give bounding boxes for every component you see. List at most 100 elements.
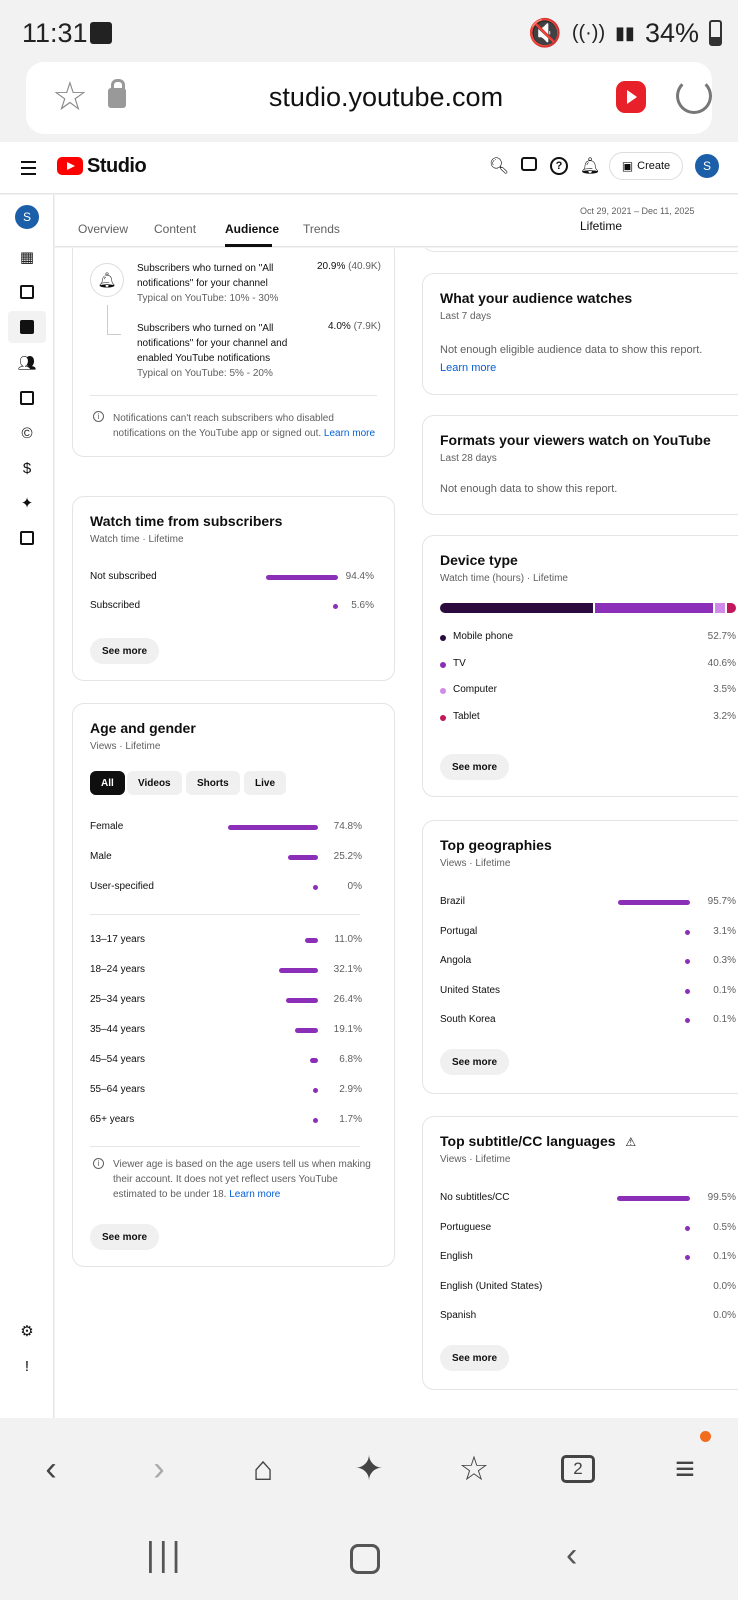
status-time: 11:31 (22, 18, 88, 48)
device-row-value: 52.7% (707, 631, 736, 642)
chip-all[interactable]: All (90, 771, 125, 795)
geography-row: Portugal 3.1% (440, 926, 736, 940)
notif-row1-typical: Typical on YouTube: 10% - 30% (137, 293, 279, 304)
gender-row: Female 74.8% (90, 821, 362, 835)
back-arrow-icon[interactable]: ‹ (45, 1449, 57, 1488)
warning-icon[interactable]: ⚠ (625, 1135, 637, 1149)
geography-row-dot (685, 929, 690, 935)
watch-time-row-label: Subscribed (90, 600, 141, 611)
gender-row-label: Female (90, 821, 124, 832)
dashboard-icon[interactable]: ▦ (19, 249, 35, 266)
settings-gear-icon[interactable]: ⚙ (20, 1323, 34, 1340)
lock-icon[interactable] (108, 79, 126, 108)
customization-wand-icon[interactable]: ✦ (20, 495, 34, 512)
channel-avatar[interactable]: S (15, 205, 39, 229)
recent-apps-icon[interactable]: ||| (146, 1536, 185, 1574)
forward-arrow-icon[interactable]: › (153, 1449, 165, 1488)
tab-overview[interactable]: Overview (78, 222, 129, 236)
address-bar[interactable]: ☆ studio.youtube.com (26, 62, 712, 134)
signal-icon: ▮▮ (615, 22, 635, 43)
home-button-icon[interactable] (350, 1544, 380, 1574)
gender-row-value: 25.2% (333, 851, 362, 862)
menu-icon[interactable] (21, 161, 36, 179)
date-range[interactable]: Oct 29, 2021 – Dec 11, 2025 (580, 206, 695, 216)
period-label[interactable]: Lifetime (580, 219, 623, 233)
chip-shorts[interactable]: Shorts (186, 771, 240, 795)
earn-icon[interactable]: $ (22, 459, 32, 477)
shorts-extension-icon[interactable] (616, 81, 646, 113)
wifi-icon: ((·)) (571, 21, 606, 44)
age-note: Viewer age is based on the age users tel… (113, 1157, 383, 1202)
card-subtitle: Views · Lifetime (440, 1154, 511, 1165)
subtitle-row-label: Portuguese (440, 1221, 492, 1233)
header-icons: 🔍︎ ? 🔔︎ (488, 157, 601, 175)
bell-icon: 🔔︎ (90, 263, 124, 297)
notif-row2-value: 4.0% (328, 321, 351, 332)
create-button[interactable]: ▣ Create (609, 152, 683, 180)
create-label: Create (637, 160, 671, 172)
tab-audience[interactable]: Audience (225, 222, 280, 236)
content-icon[interactable] (8, 276, 46, 308)
device-bar-segment (440, 603, 593, 613)
device-bar-segment (726, 603, 736, 613)
device-row-label: Computer (453, 684, 497, 695)
top-geographies-card: Top geographies Views · Lifetime Brazil 9… (422, 820, 738, 1094)
youtube-logo-icon[interactable] (57, 157, 83, 175)
device-row: Tablet 3.2% (440, 711, 736, 725)
gender-row: User-specified 0% (90, 881, 362, 895)
browser-menu-icon[interactable]: ≡ (675, 1449, 695, 1488)
account-avatar[interactable]: S (695, 154, 719, 178)
subtitle-row: English (United States) 0.0% (440, 1281, 736, 1295)
tabs-button[interactable]: 2 (553, 1444, 603, 1494)
audience-watches-card: What your audience watches Last 7 days N… (422, 273, 738, 395)
age-note-line2: their account. It does not yet reflect u… (113, 1174, 338, 1185)
see-more-button[interactable]: See more (440, 1345, 510, 1371)
audio-library-icon[interactable] (8, 522, 46, 554)
card-title: Top subtitle/CC languages ⚠ (440, 1133, 636, 1149)
tab-trends[interactable]: Trends (303, 222, 340, 236)
learn-more-link[interactable]: Learn more (440, 362, 497, 374)
device-row-value: 40.6% (707, 657, 736, 669)
system-back-icon[interactable]: ‹ (566, 1536, 578, 1574)
send-feedback-icon[interactable]: ! (24, 1357, 30, 1375)
see-more-button[interactable]: See more (90, 638, 160, 664)
help-icon[interactable]: ? (550, 157, 568, 175)
community-icon[interactable]: 👥︎ (17, 355, 37, 372)
age-row-label: 13–17 years (90, 934, 146, 945)
search-icon[interactable]: 🔍︎ (488, 158, 510, 175)
notif-row-1: Subscribers who turned on "All notificat… (137, 261, 387, 306)
see-more-button[interactable]: See more (440, 754, 510, 780)
url-text[interactable]: studio.youtube.com (268, 82, 504, 112)
notif-row-2: Subscribers who turned on "All notificat… (137, 321, 387, 381)
bookmark-star-icon[interactable]: ☆ (52, 75, 88, 119)
ai-sparkle-icon[interactable]: ✦ (354, 1450, 384, 1488)
age-row: 18–24 years 32.1% (90, 964, 362, 978)
reload-icon[interactable] (676, 78, 712, 114)
learn-more-link[interactable]: Learn more (323, 428, 376, 439)
geography-row-label: Portugal (440, 925, 478, 937)
copyright-icon[interactable]: © (21, 424, 33, 442)
subtitle-row-label: English (440, 1251, 473, 1262)
home-icon[interactable]: ⌂ (252, 1449, 274, 1488)
see-more-button[interactable]: See more (90, 1224, 160, 1250)
no-data-message: Not enough eligible audience data to sho… (440, 344, 703, 356)
feedback-chat-icon[interactable] (521, 157, 537, 171)
studio-logo-text[interactable]: Studio (87, 155, 147, 177)
subtitles-icon[interactable] (8, 382, 46, 414)
learn-more-link[interactable]: Learn more (229, 1189, 281, 1200)
see-more-button[interactable]: See more (440, 1049, 510, 1075)
age-row-value: 1.7% (339, 1114, 362, 1125)
notif-row2-stat: 4.0% (7.9K) (328, 321, 381, 332)
chip-live[interactable]: Live (244, 771, 287, 795)
notifications-bell-icon[interactable]: 🔔︎ (579, 158, 601, 175)
chip-videos[interactable]: Videos (127, 771, 182, 795)
age-row-dot (313, 1118, 318, 1123)
analytics-icon[interactable] (8, 311, 46, 343)
age-note-line3: estimated to be under 18. (113, 1189, 227, 1200)
tab-content[interactable]: Content (154, 222, 197, 236)
card-title: What your audience watches (440, 290, 633, 306)
age-row: 25–34 years 26.4% (90, 994, 362, 1008)
bookmarks-icon[interactable]: ☆ (458, 1450, 490, 1488)
age-row-value: 11.0% (334, 934, 362, 945)
device-bar-segment (714, 603, 725, 613)
